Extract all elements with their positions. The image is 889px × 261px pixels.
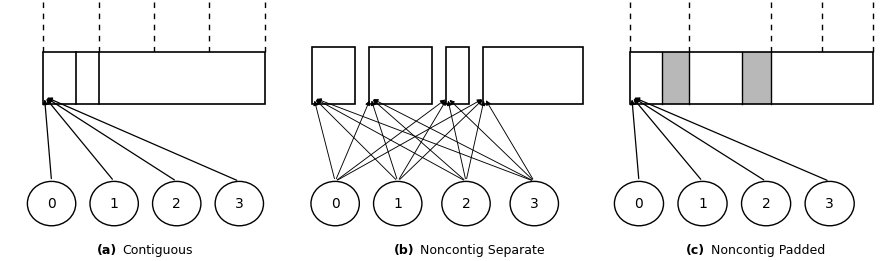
Circle shape bbox=[442, 181, 490, 226]
Bar bbox=[483, 47, 582, 104]
Text: 0: 0 bbox=[331, 197, 340, 211]
Bar bbox=[369, 47, 432, 104]
Circle shape bbox=[90, 181, 139, 226]
Bar bbox=[661, 52, 689, 104]
Bar bbox=[630, 52, 661, 104]
Circle shape bbox=[215, 181, 263, 226]
Bar bbox=[689, 52, 742, 104]
Circle shape bbox=[614, 181, 663, 226]
Bar bbox=[742, 52, 771, 104]
Text: 2: 2 bbox=[461, 197, 470, 211]
Text: (c): (c) bbox=[686, 244, 706, 257]
Text: 1: 1 bbox=[393, 197, 402, 211]
Text: 2: 2 bbox=[172, 197, 181, 211]
Bar bbox=[771, 52, 873, 104]
Circle shape bbox=[28, 181, 76, 226]
Text: 3: 3 bbox=[530, 197, 539, 211]
Text: Noncontig Padded: Noncontig Padded bbox=[711, 244, 826, 257]
Bar bbox=[43, 52, 265, 104]
Bar bbox=[312, 47, 355, 104]
Circle shape bbox=[510, 181, 558, 226]
Circle shape bbox=[678, 181, 727, 226]
Text: (a): (a) bbox=[97, 244, 117, 257]
Text: 1: 1 bbox=[698, 197, 707, 211]
Text: Noncontig Separate: Noncontig Separate bbox=[420, 244, 545, 257]
Text: 3: 3 bbox=[825, 197, 834, 211]
Text: 1: 1 bbox=[109, 197, 118, 211]
Circle shape bbox=[741, 181, 790, 226]
Text: 3: 3 bbox=[235, 197, 244, 211]
Text: (b): (b) bbox=[394, 244, 415, 257]
Bar bbox=[446, 47, 469, 104]
Text: 0: 0 bbox=[47, 197, 56, 211]
Circle shape bbox=[153, 181, 201, 226]
Circle shape bbox=[373, 181, 422, 226]
Text: 2: 2 bbox=[762, 197, 771, 211]
Bar bbox=[630, 52, 873, 104]
Circle shape bbox=[805, 181, 854, 226]
Text: Contiguous: Contiguous bbox=[123, 244, 193, 257]
Circle shape bbox=[311, 181, 359, 226]
Text: 0: 0 bbox=[635, 197, 644, 211]
